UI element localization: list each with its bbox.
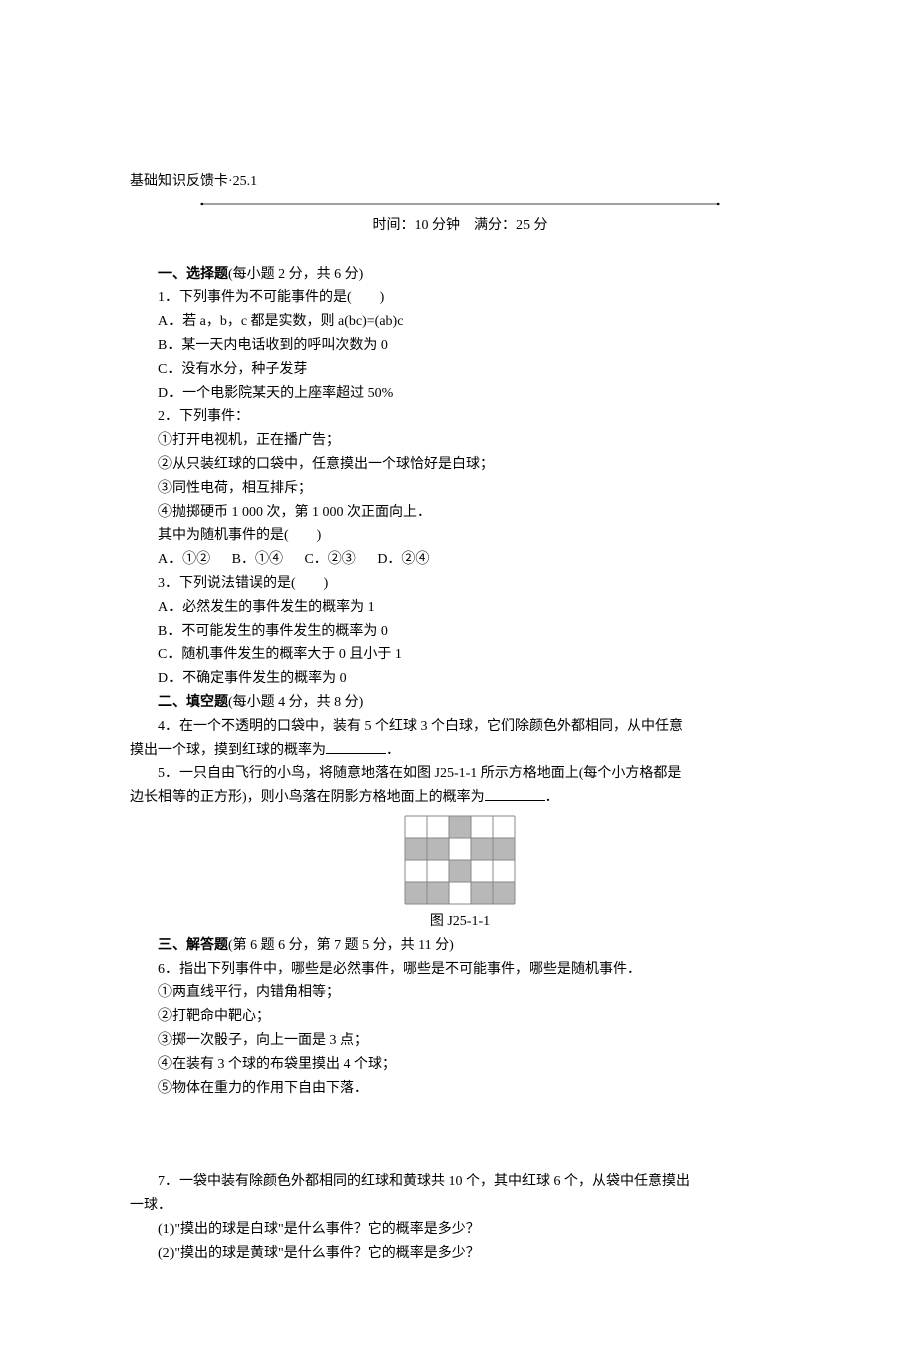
vertical-gap bbox=[130, 1100, 790, 1170]
q3-option-c: C．随机事件发生的概率大于 0 且小于 1 bbox=[130, 643, 790, 667]
q2-line-2: ②从只装红球的口袋中，任意摸出一个球恰好是白球； bbox=[130, 453, 790, 477]
q2-option-d: D．②④ bbox=[377, 552, 429, 567]
q6-line-5: ⑤物体在重力的作用下自由下落． bbox=[130, 1077, 790, 1101]
q6-line-3: ③掷一次骰子，向上一面是 3 点； bbox=[130, 1029, 790, 1053]
section-3-title: 三、解答题(第 6 题 6 分，第 7 题 5 分，共 11 分) bbox=[130, 934, 790, 958]
section-3-label: 三、解答题 bbox=[158, 938, 228, 953]
q5-text-b: 边长相等的正方形)，则小鸟落在阴影方格地面上的概率为 bbox=[130, 790, 485, 805]
q5-line-2: 边长相等的正方形)，则小鸟落在阴影方格地面上的概率为 ． bbox=[130, 786, 790, 810]
q6-line-1: ①两直线平行，内错角相等； bbox=[130, 981, 790, 1005]
q4-line-2: 摸出一个球，摸到红球的概率为 ． bbox=[130, 739, 790, 763]
q2-line-4: ④抛掷硬币 1 000 次，第 1 000 次正面向上． bbox=[130, 501, 790, 525]
q2-line-1: ①打开电视机，正在播广告； bbox=[130, 429, 790, 453]
grid-diagram bbox=[404, 815, 516, 905]
q2-stem: 2．下列事件： bbox=[130, 405, 790, 429]
q7-sub2: (2)"摸出的球是黄球"是什么事件？它的概率是多少？ bbox=[130, 1242, 790, 1266]
q1-option-d: D．一个电影院某天的上座率超过 50% bbox=[130, 382, 790, 406]
q6-line-4: ④在装有 3 个球的布袋里摸出 4 个球； bbox=[130, 1053, 790, 1077]
q1-stem: 1．下列事件为不可能事件的是( ) bbox=[130, 286, 790, 310]
q5-line-1: 5．一只自由飞行的小鸟，将随意地落在如图 J25-1-1 所示方格地面上(每个小… bbox=[130, 762, 790, 786]
q3-option-d: D．不确定事件发生的概率为 0 bbox=[130, 667, 790, 691]
q6-line-2: ②打靶命中靶心； bbox=[130, 1005, 790, 1029]
q7-sub1: (1)"摸出的球是白球"是什么事件？它的概率是多少？ bbox=[130, 1218, 790, 1242]
q5-blank bbox=[485, 800, 545, 801]
q4-text-c: ． bbox=[386, 743, 400, 758]
q4-blank bbox=[326, 753, 386, 754]
q1-option-b: B．某一天内电话收到的呼叫次数为 0 bbox=[130, 334, 790, 358]
divider-line bbox=[190, 199, 730, 209]
figure-grid bbox=[130, 815, 790, 905]
time-score: 时间：10 分钟 满分：25 分 bbox=[130, 214, 790, 238]
section-3-note: (第 6 题 6 分，第 7 题 5 分，共 11 分) bbox=[228, 938, 454, 953]
q3-stem: 3．下列说法错误的是( ) bbox=[130, 572, 790, 596]
section-2-label: 二、填空题 bbox=[158, 695, 228, 710]
section-2-note: (每小题 4 分，共 8 分) bbox=[228, 695, 363, 710]
section-1-note: (每小题 2 分，共 6 分) bbox=[228, 267, 363, 282]
q3-option-a: A．必然发生的事件发生的概率为 1 bbox=[130, 596, 790, 620]
q3-option-b: B．不可能发生的事件发生的概率为 0 bbox=[130, 620, 790, 644]
divider bbox=[130, 199, 790, 209]
q5-text-c: ． bbox=[545, 790, 559, 805]
q7-line-2: 一球． bbox=[130, 1194, 790, 1218]
q4-text-b: 摸出一个球，摸到红球的概率为 bbox=[130, 743, 326, 758]
section-2-title: 二、填空题(每小题 4 分，共 8 分) bbox=[130, 691, 790, 715]
q2-tail: 其中为随机事件的是( ) bbox=[130, 524, 790, 548]
q7-line-1: 7．一袋中装有除颜色外都相同的红球和黄球共 10 个，其中红球 6 个，从袋中任… bbox=[130, 1170, 790, 1194]
figure-caption: 图 J25-1-1 bbox=[130, 910, 790, 934]
q2-option-b: B．①④ bbox=[232, 552, 283, 567]
section-1-title: 一、选择题(每小题 2 分，共 6 分) bbox=[130, 263, 790, 287]
q6-stem: 6．指出下列事件中，哪些是必然事件，哪些是不可能事件，哪些是随机事件． bbox=[130, 958, 790, 982]
q2-option-c: C．②③ bbox=[304, 552, 355, 567]
q2-options: A．①② B．①④ C．②③ D．②④ bbox=[130, 548, 790, 572]
section-1-label: 一、选择题 bbox=[158, 267, 228, 282]
q1-option-c: C．没有水分，种子发芽 bbox=[130, 358, 790, 382]
q2-line-3: ③同性电荷，相互排斥； bbox=[130, 477, 790, 501]
worksheet-title: 基础知识反馈卡·25.1 bbox=[130, 174, 257, 189]
worksheet-header: 基础知识反馈卡·25.1 bbox=[130, 170, 790, 194]
q1-option-a: A．若 a，b，c 都是实数，则 a(bc)=(ab)c bbox=[130, 310, 790, 334]
q4-line-1: 4．在一个不透明的口袋中，装有 5 个红球 3 个白球，它们除颜色外都相同，从中… bbox=[130, 715, 790, 739]
q2-option-a: A．①② bbox=[158, 552, 210, 567]
